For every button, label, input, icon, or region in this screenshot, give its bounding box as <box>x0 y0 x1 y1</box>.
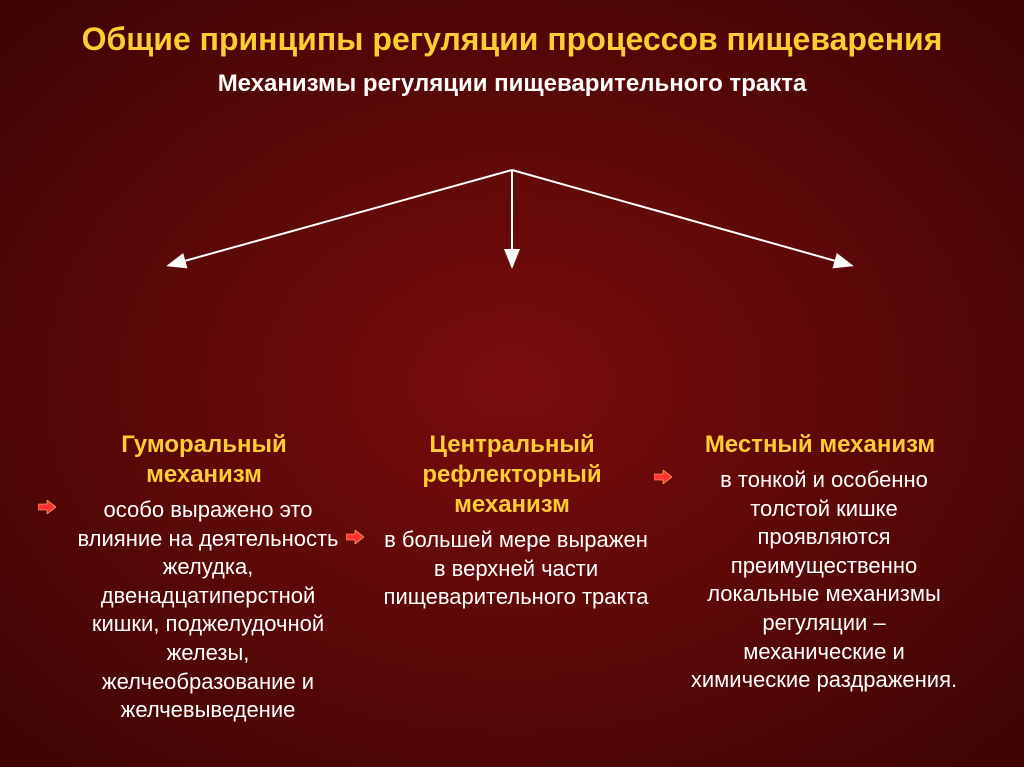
bullet-arrow-icon <box>38 500 56 514</box>
slide-subtitle: Механизмы регуляции пищеварительного тра… <box>202 70 822 99</box>
columns-container: Гуморальный механизм особо выражено это … <box>40 430 984 725</box>
slide-title: Общие принципы регуляции процессов пищев… <box>40 20 984 58</box>
column-body-local: в тонкой и особенно толстой кишке проявл… <box>684 466 964 695</box>
branching-arrows <box>0 140 1024 290</box>
column-header-local: Местный механизм <box>676 430 964 460</box>
column-body-humoral: особо выражено это влияние на деятельнос… <box>68 496 348 725</box>
column-header-humoral: Гуморальный механизм <box>60 430 348 490</box>
column-body-reflex: в большей мере выражен в верхней части п… <box>376 526 656 612</box>
column-header-reflex: Центральный рефлекторный механизм <box>368 430 656 520</box>
column-local: Местный механизм в тонкой и особенно тол… <box>676 430 964 725</box>
column-reflex: Центральный рефлекторный механизм в боль… <box>368 430 656 725</box>
bullet-arrow-icon <box>346 530 364 544</box>
slide: Общие принципы регуляции процессов пищев… <box>0 0 1024 767</box>
column-humoral: Гуморальный механизм особо выражено это … <box>60 430 348 725</box>
bullet-arrow-icon <box>654 470 672 484</box>
